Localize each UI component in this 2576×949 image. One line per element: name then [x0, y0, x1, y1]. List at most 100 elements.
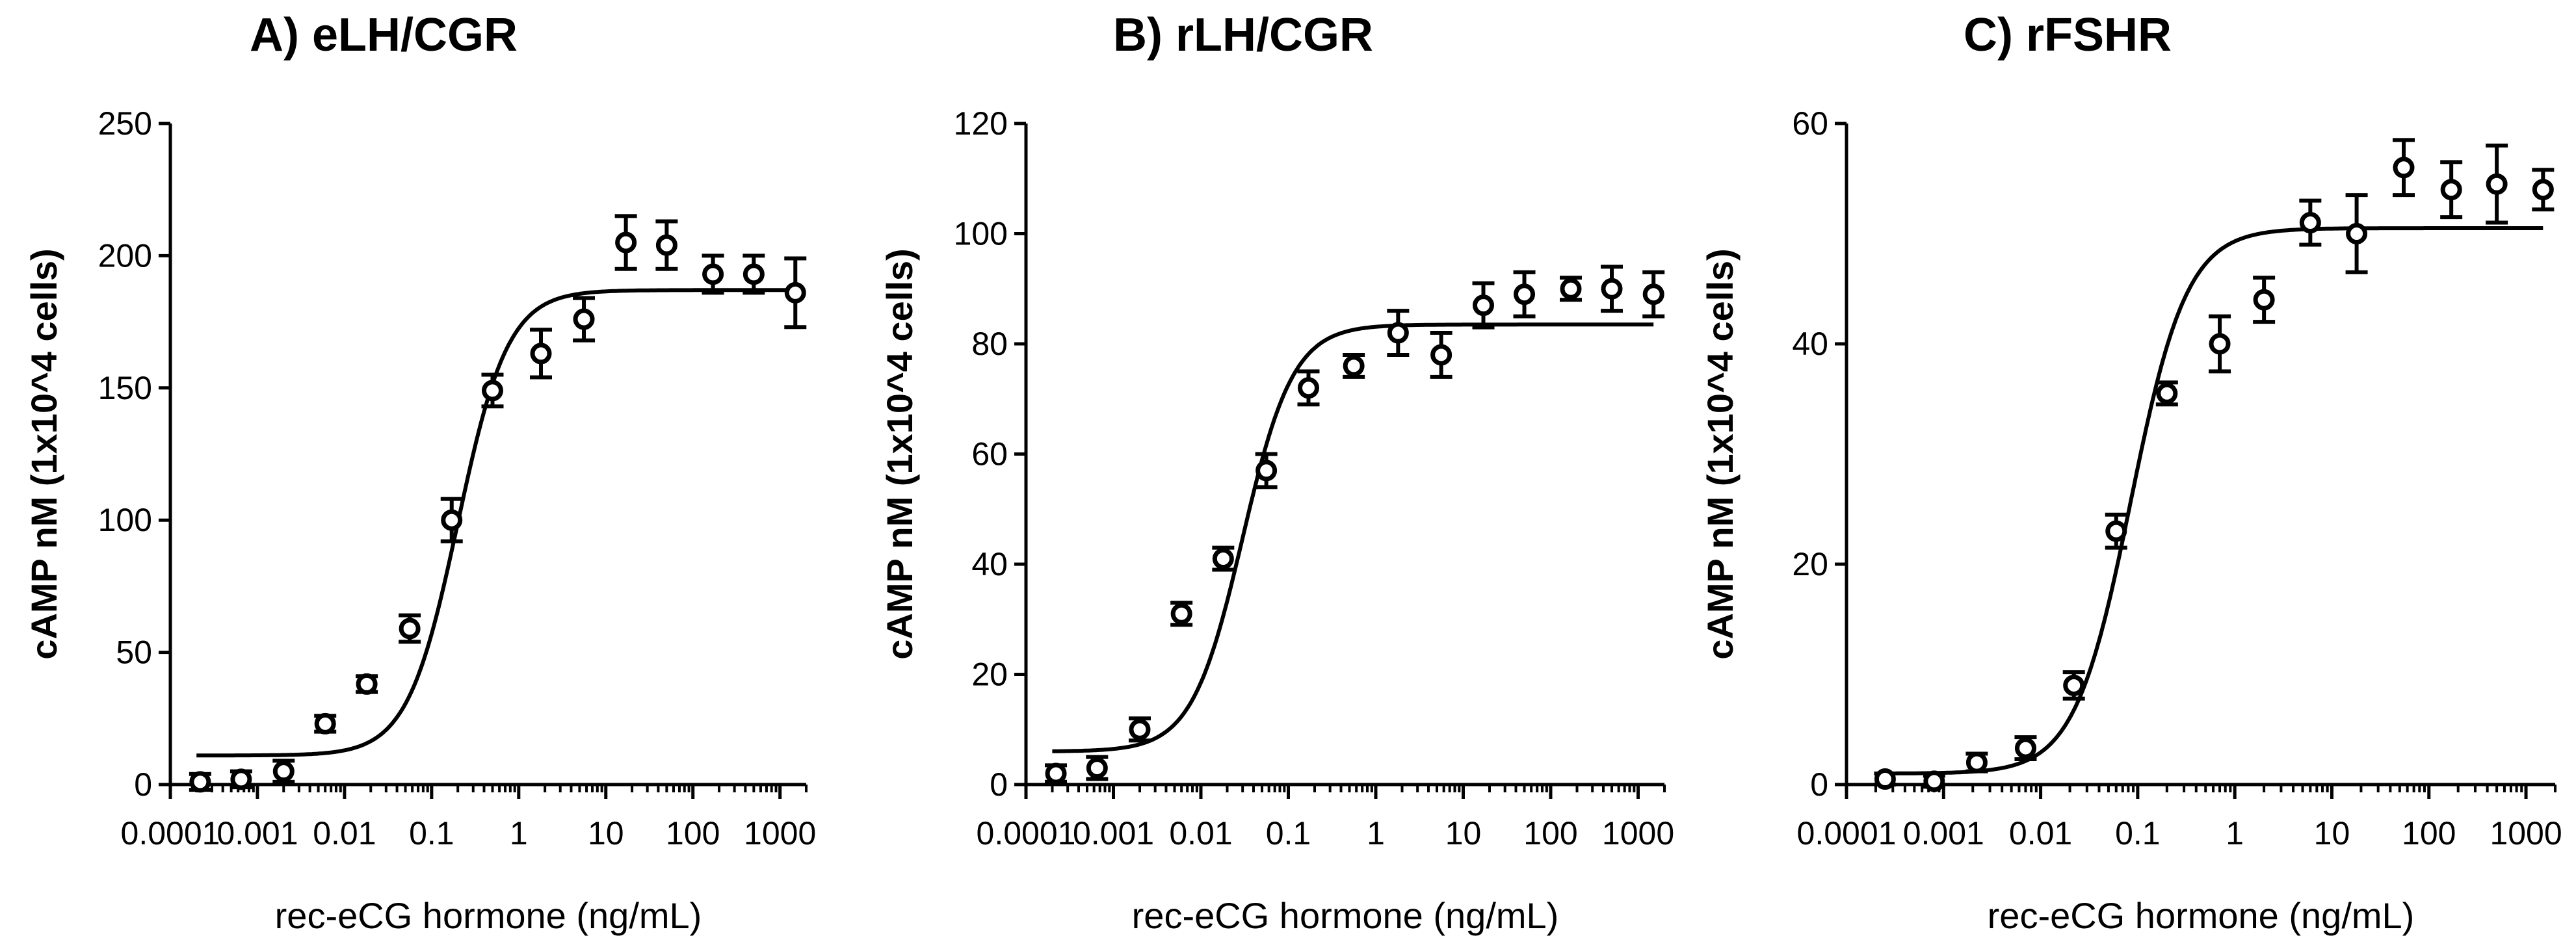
- data-marker: [399, 618, 421, 640]
- data-point: [189, 771, 211, 793]
- data-marker: [2105, 520, 2127, 542]
- data-point: [1343, 352, 1365, 379]
- data-point: [2209, 314, 2231, 374]
- data-marker: [702, 263, 724, 285]
- x-tick-label: 1: [510, 815, 528, 852]
- x-tick-label: 1000: [1602, 815, 1674, 852]
- data-point: [1601, 265, 1623, 313]
- data-marker: [1086, 757, 1108, 779]
- data-point: [2440, 160, 2463, 220]
- data-marker: [189, 771, 211, 793]
- x-tick-label: 0.0001: [977, 815, 1076, 852]
- data-marker: [530, 343, 552, 365]
- data-point: [1086, 755, 1109, 781]
- data-marker: [655, 234, 677, 256]
- x-tick-label: 0.1: [1266, 815, 1311, 852]
- x-tick-label: 0.001: [1073, 815, 1154, 852]
- y-tick-label: 0: [990, 766, 1008, 803]
- data-marker: [1129, 718, 1151, 740]
- data-marker: [1387, 322, 1409, 344]
- data-marker: [2346, 223, 2368, 244]
- chart-panel-3: C) rFSHR 0 20 40 60 0.0001 0.001 0.01 0.1 1 10 100 1…: [1700, 9, 2562, 936]
- y-tick-label: 60: [971, 436, 1008, 473]
- data-marker: [2209, 333, 2231, 355]
- data-marker: [1874, 768, 1896, 790]
- data-point: [272, 759, 295, 784]
- data-marker: [2156, 382, 2178, 404]
- x-tick-label: 100: [1523, 815, 1577, 852]
- data-point: [356, 673, 378, 695]
- y-tick-label: 50: [116, 634, 152, 671]
- data-marker: [2440, 179, 2462, 201]
- x-tick-label: 10: [2314, 815, 2350, 852]
- x-tick-label: 0.1: [2115, 815, 2161, 852]
- data-point: [1560, 276, 1583, 302]
- data-point: [2253, 276, 2276, 324]
- y-tick-label: 20: [971, 656, 1008, 693]
- data-marker: [2014, 737, 2036, 759]
- chart-title: A) eLH/CGR: [250, 9, 518, 61]
- y-tick-label: 0: [1810, 766, 1828, 803]
- x-axis-label: rec-eCG hormone (ng/mL): [1988, 895, 2415, 936]
- x-tick-label: 0.01: [2009, 815, 2072, 852]
- x-tick-label: 10: [588, 815, 624, 852]
- data-point: [1965, 751, 1988, 774]
- data-point: [230, 768, 252, 790]
- data-point: [573, 296, 596, 343]
- data-point: [2014, 735, 2037, 762]
- data-point: [1513, 270, 1536, 318]
- data-point: [655, 219, 678, 271]
- y-tick-label: 100: [954, 216, 1008, 252]
- data-point: [2393, 138, 2415, 198]
- data-marker: [1170, 603, 1192, 625]
- chart-title: C) rFSHR: [1964, 9, 2172, 61]
- x-tick-label: 1000: [2490, 815, 2562, 852]
- data-marker: [743, 263, 765, 285]
- data-marker: [615, 231, 637, 254]
- x-tick-label: 0.1: [409, 815, 454, 852]
- x-tick-label: 0.001: [217, 815, 298, 852]
- data-marker: [1255, 460, 1278, 482]
- chart-title: B) rLH/CGR: [1113, 9, 1373, 61]
- data-marker: [2299, 212, 2321, 234]
- data-marker: [1212, 548, 1234, 570]
- x-tick-label: 0.01: [1169, 815, 1232, 852]
- y-axis-label: cAMP nM (1x10^4 cells): [23, 248, 64, 659]
- y-tick-label: 0: [134, 766, 152, 803]
- x-tick-label: 1: [1367, 815, 1385, 852]
- fit-curve: [1875, 226, 2543, 775]
- data-point: [1255, 452, 1278, 489]
- y-tick-label: 250: [98, 105, 152, 142]
- data-point: [784, 256, 807, 330]
- y-tick-label: 120: [954, 105, 1008, 142]
- data-marker: [1965, 751, 1988, 774]
- data-point: [1923, 770, 1945, 792]
- data-point: [440, 497, 463, 543]
- x-tick-label: 10: [1445, 815, 1482, 852]
- y-tick-label: 40: [1792, 326, 1828, 362]
- y-tick-label: 150: [98, 370, 152, 406]
- data-point: [614, 214, 637, 271]
- data-point: [1045, 762, 1068, 785]
- data-point: [1387, 309, 1410, 357]
- data-marker: [1642, 283, 1664, 306]
- data-point: [1170, 601, 1193, 627]
- data-marker: [1343, 355, 1365, 377]
- fit-curve: [1052, 322, 1654, 753]
- y-tick-label: 40: [971, 546, 1008, 582]
- data-point: [314, 712, 337, 734]
- data-point: [1212, 545, 1235, 572]
- data-point: [399, 613, 421, 644]
- data-point: [743, 254, 765, 295]
- y-tick-label: 60: [1792, 105, 1828, 142]
- data-marker: [481, 380, 503, 402]
- x-tick-label: 100: [2402, 815, 2456, 852]
- data-marker: [1560, 278, 1582, 300]
- data-point: [2062, 670, 2085, 701]
- y-tick-label: 80: [971, 326, 1008, 362]
- data-point: [1297, 369, 1320, 407]
- data-point: [702, 254, 724, 295]
- data-point: [2299, 198, 2322, 247]
